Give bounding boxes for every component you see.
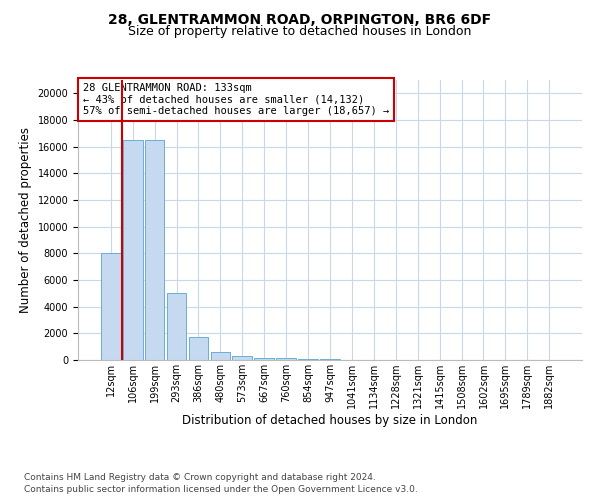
X-axis label: Distribution of detached houses by size in London: Distribution of detached houses by size … xyxy=(182,414,478,427)
Bar xyxy=(145,140,164,360)
Bar xyxy=(254,358,274,360)
Bar xyxy=(167,294,187,360)
Text: Contains public sector information licensed under the Open Government Licence v3: Contains public sector information licen… xyxy=(24,485,418,494)
Text: 28 GLENTRAMMON ROAD: 133sqm
← 43% of detached houses are smaller (14,132)
57% of: 28 GLENTRAMMON ROAD: 133sqm ← 43% of det… xyxy=(83,83,389,116)
Text: 28, GLENTRAMMON ROAD, ORPINGTON, BR6 6DF: 28, GLENTRAMMON ROAD, ORPINGTON, BR6 6DF xyxy=(109,12,491,26)
Bar xyxy=(211,352,230,360)
Bar xyxy=(101,254,121,360)
Bar xyxy=(276,358,296,360)
Text: Contains HM Land Registry data © Crown copyright and database right 2024.: Contains HM Land Registry data © Crown c… xyxy=(24,472,376,482)
Text: Size of property relative to detached houses in London: Size of property relative to detached ho… xyxy=(128,25,472,38)
Bar xyxy=(232,356,252,360)
Bar xyxy=(123,140,143,360)
Bar xyxy=(298,359,318,360)
Bar xyxy=(188,338,208,360)
Y-axis label: Number of detached properties: Number of detached properties xyxy=(19,127,32,313)
